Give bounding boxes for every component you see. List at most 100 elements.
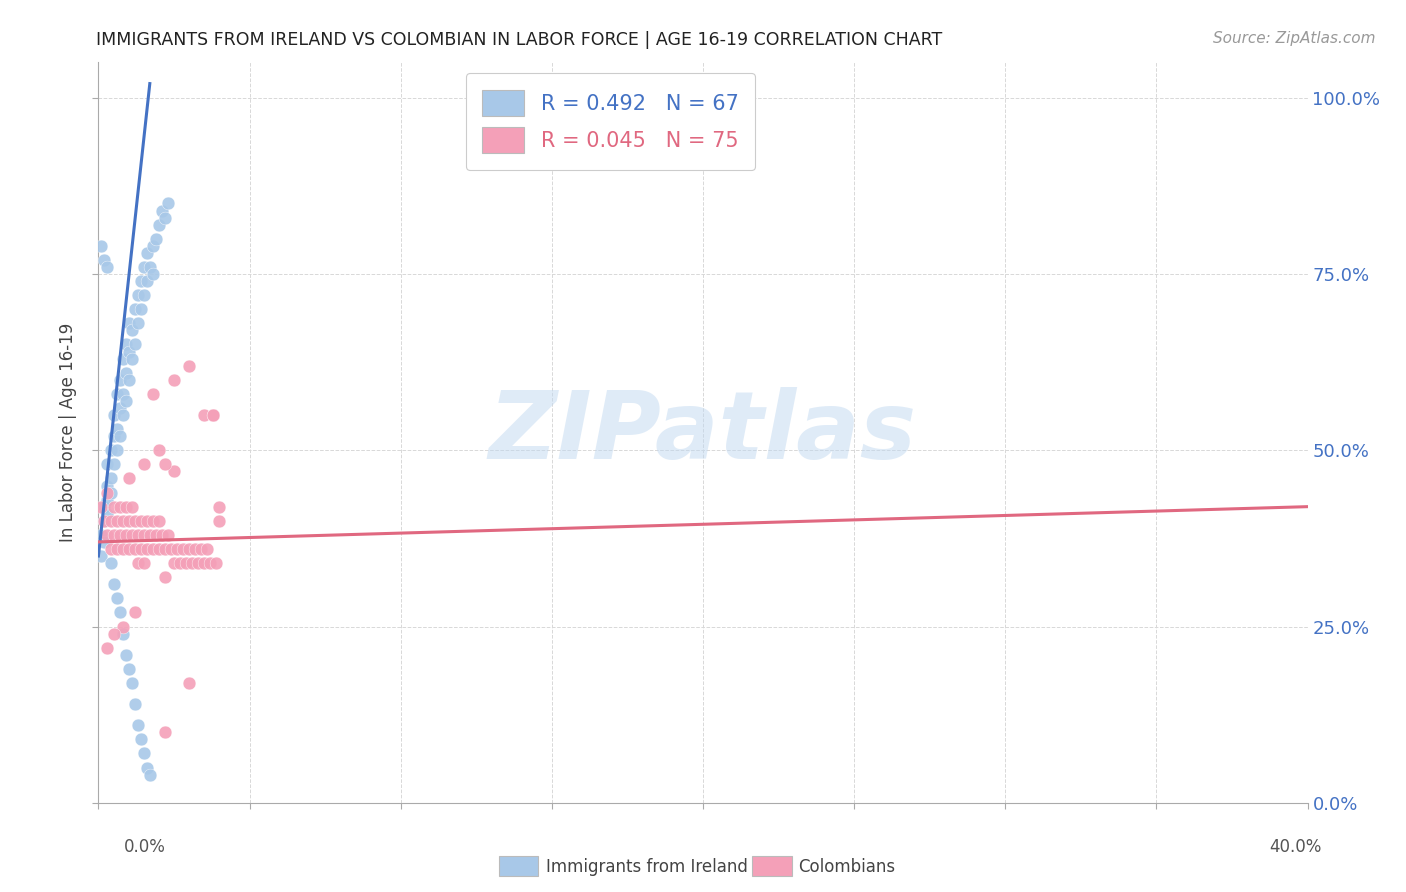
Point bbox=[163, 373, 186, 387]
Point bbox=[114, 393, 136, 408]
Point bbox=[150, 203, 173, 218]
Point bbox=[108, 606, 131, 620]
Point bbox=[139, 767, 162, 781]
Point bbox=[93, 514, 115, 528]
Point bbox=[200, 556, 222, 570]
Point bbox=[124, 514, 146, 528]
Point bbox=[105, 541, 128, 556]
Point bbox=[100, 471, 122, 485]
Point bbox=[163, 464, 186, 478]
Point bbox=[108, 373, 131, 387]
Point bbox=[153, 570, 176, 584]
Point bbox=[145, 528, 167, 542]
Point bbox=[153, 458, 176, 472]
Text: Immigrants from Ireland: Immigrants from Ireland bbox=[546, 858, 748, 876]
Point bbox=[135, 760, 157, 774]
Point bbox=[202, 408, 225, 422]
Point bbox=[139, 260, 162, 274]
Point bbox=[103, 528, 125, 542]
Point bbox=[124, 697, 146, 711]
Point bbox=[205, 556, 228, 570]
Point bbox=[96, 492, 118, 507]
Point bbox=[129, 514, 152, 528]
Point bbox=[174, 556, 197, 570]
Point bbox=[142, 541, 165, 556]
Point bbox=[100, 443, 122, 458]
Point bbox=[124, 541, 146, 556]
Point bbox=[118, 344, 141, 359]
Point bbox=[118, 471, 141, 485]
Point bbox=[96, 640, 118, 655]
Point bbox=[100, 485, 122, 500]
Point bbox=[148, 443, 170, 458]
Point bbox=[179, 541, 201, 556]
Point bbox=[100, 556, 122, 570]
Point bbox=[111, 541, 134, 556]
Point bbox=[93, 514, 115, 528]
Point bbox=[93, 252, 115, 267]
Point bbox=[127, 556, 149, 570]
Point bbox=[139, 528, 162, 542]
Point bbox=[100, 541, 122, 556]
Point bbox=[121, 528, 143, 542]
Point bbox=[181, 556, 204, 570]
Point bbox=[132, 747, 155, 761]
Point bbox=[135, 514, 157, 528]
Point bbox=[105, 387, 128, 401]
Point bbox=[118, 316, 141, 330]
Point bbox=[142, 514, 165, 528]
Point bbox=[129, 541, 152, 556]
Point bbox=[105, 443, 128, 458]
Point bbox=[193, 408, 215, 422]
Point bbox=[187, 556, 209, 570]
Point bbox=[150, 528, 173, 542]
Point bbox=[124, 337, 146, 351]
Point bbox=[179, 359, 201, 373]
Point bbox=[153, 725, 176, 739]
Point bbox=[121, 676, 143, 690]
Legend: R = 0.492   N = 67, R = 0.045   N = 75: R = 0.492 N = 67, R = 0.045 N = 75 bbox=[465, 73, 755, 170]
Point bbox=[129, 302, 152, 317]
Point bbox=[105, 422, 128, 436]
Text: IMMIGRANTS FROM IRELAND VS COLOMBIAN IN LABOR FORCE | AGE 16-19 CORRELATION CHAR: IMMIGRANTS FROM IRELAND VS COLOMBIAN IN … bbox=[96, 31, 942, 49]
Point bbox=[90, 239, 112, 253]
Point bbox=[195, 541, 218, 556]
Point bbox=[172, 541, 194, 556]
Point bbox=[103, 429, 125, 443]
Point bbox=[96, 458, 118, 472]
Point bbox=[96, 260, 118, 274]
Point bbox=[96, 528, 118, 542]
Point bbox=[111, 514, 134, 528]
Point bbox=[111, 351, 134, 366]
Point bbox=[103, 577, 125, 591]
Point bbox=[108, 401, 131, 415]
Point bbox=[142, 387, 165, 401]
Point bbox=[132, 458, 155, 472]
Point bbox=[153, 211, 176, 225]
Point bbox=[193, 556, 215, 570]
Text: ZIPatlas: ZIPatlas bbox=[489, 386, 917, 479]
Point bbox=[114, 337, 136, 351]
Point bbox=[96, 507, 118, 521]
Text: Source: ZipAtlas.com: Source: ZipAtlas.com bbox=[1212, 31, 1375, 46]
Point bbox=[124, 606, 146, 620]
Point bbox=[118, 541, 141, 556]
Point bbox=[118, 514, 141, 528]
Point bbox=[127, 288, 149, 302]
Point bbox=[148, 541, 170, 556]
Point bbox=[135, 274, 157, 288]
Point bbox=[166, 541, 188, 556]
Point bbox=[108, 429, 131, 443]
Y-axis label: In Labor Force | Age 16-19: In Labor Force | Age 16-19 bbox=[59, 323, 77, 542]
Point bbox=[111, 408, 134, 422]
Point bbox=[108, 500, 131, 514]
Point bbox=[118, 662, 141, 676]
Point bbox=[96, 485, 118, 500]
Point bbox=[90, 549, 112, 563]
Point bbox=[111, 626, 134, 640]
Point bbox=[145, 232, 167, 246]
Point bbox=[135, 541, 157, 556]
Point bbox=[153, 541, 176, 556]
Point bbox=[105, 514, 128, 528]
Text: 0.0%: 0.0% bbox=[124, 838, 166, 856]
